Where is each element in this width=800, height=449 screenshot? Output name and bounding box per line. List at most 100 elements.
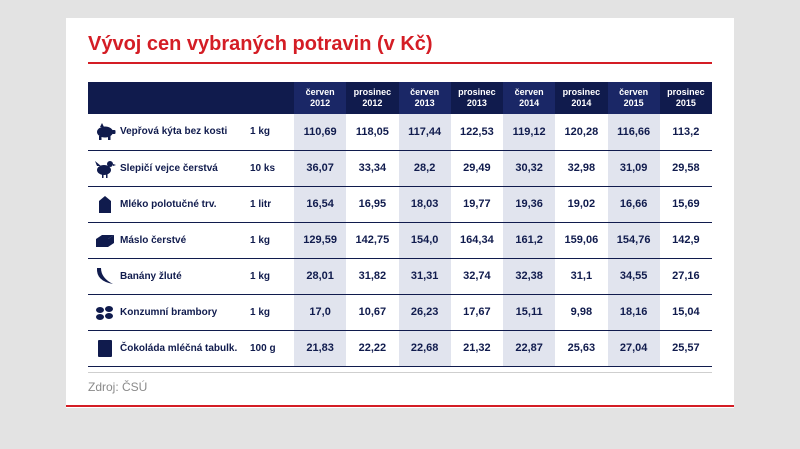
price-cell: 16,95 (346, 186, 399, 223)
table-row: Banány žluté 1 kg 28,01 31,82 31,31 32,74 32,3… (88, 258, 712, 295)
price-cell: 122,53 (450, 114, 503, 151)
product-name: Konzumní brambory (116, 294, 250, 331)
table-row: Máslo čerstvé 1 kg 129,59 142,75 154,0 164,34… (88, 222, 712, 259)
price-cell: 21,83 (294, 330, 347, 367)
product-unit: 100 g (250, 330, 294, 367)
product-icon-cell (88, 222, 116, 259)
price-cell: 19,36 (503, 186, 556, 223)
column-header-year: 2014 (519, 98, 540, 108)
price-cell: 32,98 (555, 150, 608, 187)
table-row: Slepičí vejce čerstvá 10 ks 36,07 33,34 28,2… (88, 150, 712, 187)
price-cell: 19,77 (450, 186, 503, 223)
price-cell: 119,12 (503, 114, 556, 151)
price-table: červen 2012 prosinec 2012 červen 2013 prosinec… (88, 82, 712, 367)
product-name: Banány žluté (116, 258, 250, 295)
price-cell: 154,0 (398, 222, 451, 259)
column-header-year: 2012 (362, 98, 383, 108)
column-header-month: prosinec (458, 87, 496, 97)
column-header: červen 2014 (503, 82, 556, 114)
price-cell: 10,67 (346, 294, 399, 331)
price-cell: 31,1 (555, 258, 608, 295)
price-cell: 142,9 (659, 222, 712, 259)
product-unit: 1 kg (250, 222, 294, 259)
product-name: Vepřová kýta bez kosti (116, 114, 250, 151)
table-row: Čokoláda mléčná tabulk. 100 g 21,83 22,22 22… (88, 330, 712, 367)
table-row: Vepřová kýta bez kosti 1 kg 110,69 118,05 11… (88, 114, 712, 151)
price-cell: 9,98 (555, 294, 608, 331)
price-cell: 22,68 (398, 330, 451, 367)
chocolate-icon (98, 340, 112, 357)
product-name: Slepičí vejce čerstvá (116, 150, 250, 187)
column-header-year: 2015 (675, 98, 696, 108)
price-cell: 31,09 (607, 150, 660, 187)
column-header-year: 2013 (414, 98, 435, 108)
product-unit: 1 kg (250, 294, 294, 331)
price-cell: 22,87 (503, 330, 556, 367)
price-cell: 26,23 (398, 294, 451, 331)
source-note: Zdroj: ČSÚ (88, 380, 148, 394)
price-cell: 32,74 (450, 258, 503, 295)
pig-icon (97, 122, 116, 140)
product-unit: 10 ks (250, 150, 294, 187)
price-cell: 116,66 (607, 114, 660, 151)
product-unit: 1 kg (250, 114, 294, 151)
product-icon-cell (88, 186, 116, 223)
price-cell: 34,55 (607, 258, 660, 295)
product-unit: 1 litr (250, 186, 294, 223)
price-cell: 18,16 (607, 294, 660, 331)
chart-title: Vývoj cen vybraných potravin (v Kč) (88, 33, 433, 55)
price-cell: 33,34 (346, 150, 399, 187)
price-cell: 19,02 (555, 186, 608, 223)
column-header: prosinec 2015 (659, 82, 712, 114)
product-name: Mléko polotučné trv. (116, 186, 250, 223)
product-name: Čokoláda mléčná tabulk. (116, 330, 250, 367)
price-cell: 154,76 (607, 222, 660, 259)
price-cell: 17,67 (450, 294, 503, 331)
product-unit: 1 kg (250, 258, 294, 295)
price-cell: 28,2 (398, 150, 451, 187)
product-icon-cell (88, 330, 116, 367)
price-cell: 29,49 (450, 150, 503, 187)
butter-icon (96, 235, 114, 247)
price-cell: 27,04 (607, 330, 660, 367)
price-cell: 31,31 (398, 258, 451, 295)
price-cell: 16,54 (294, 186, 347, 223)
price-cell: 28,01 (294, 258, 347, 295)
column-header-month: červen (305, 87, 335, 97)
price-cell: 142,75 (346, 222, 399, 259)
price-cell: 36,07 (294, 150, 347, 187)
price-cell: 120,28 (555, 114, 608, 151)
price-cell: 113,2 (659, 114, 712, 151)
product-icon-cell (88, 114, 116, 151)
potatoes-icon (96, 306, 113, 320)
price-cell: 129,59 (294, 222, 347, 259)
price-cell: 32,38 (503, 258, 556, 295)
hen-icon (95, 161, 116, 178)
price-cell: 161,2 (503, 222, 556, 259)
column-header: prosinec 2014 (555, 82, 608, 114)
price-cell: 25,63 (555, 330, 608, 367)
column-header-month: červen (514, 87, 544, 97)
table-row: Mléko polotučné trv. 1 litr 16,54 16,95 18,0… (88, 186, 712, 223)
title-divider (88, 62, 712, 64)
price-cell: 21,32 (450, 330, 503, 367)
price-cell: 22,22 (346, 330, 399, 367)
price-cell: 25,57 (659, 330, 712, 367)
column-header: červen 2012 (294, 82, 347, 114)
column-header: prosinec 2012 (346, 82, 399, 114)
source-divider (88, 372, 712, 373)
price-cell: 16,66 (607, 186, 660, 223)
price-cell: 31,82 (346, 258, 399, 295)
price-cell: 15,11 (503, 294, 556, 331)
table-header-row: červen 2012 prosinec 2012 červen 2013 prosinec… (88, 82, 712, 114)
price-cell: 18,03 (398, 186, 451, 223)
price-cell: 15,04 (659, 294, 712, 331)
column-header: červen 2013 (398, 82, 451, 114)
milk-carton-icon (99, 196, 111, 213)
price-cell: 15,69 (659, 186, 712, 223)
bottom-divider (66, 405, 734, 407)
product-icon-cell (88, 294, 116, 331)
column-header-year: 2014 (571, 98, 592, 108)
price-cell: 29,58 (659, 150, 712, 187)
price-cell: 17,0 (294, 294, 347, 331)
